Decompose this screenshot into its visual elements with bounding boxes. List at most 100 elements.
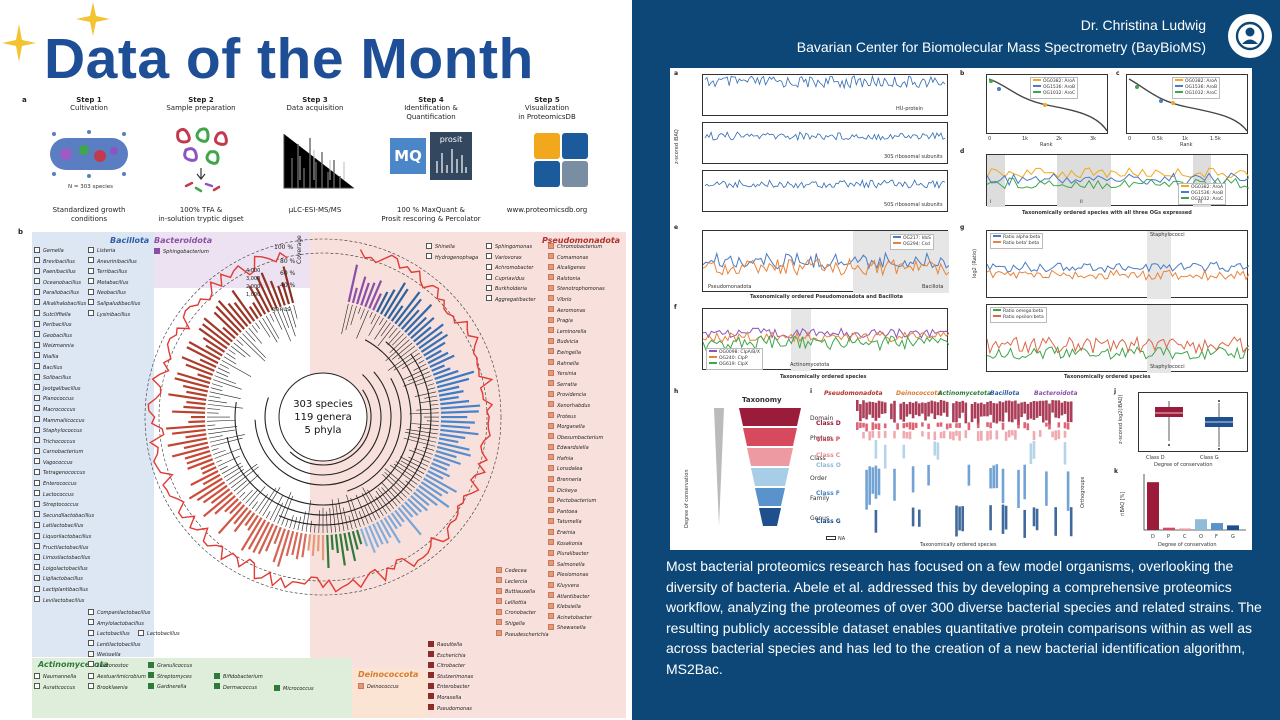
genus-list-pseudomonadota: Cedecea Leclercia Buttiauxella Lelliottia Cr… [496, 566, 549, 640]
taxonomy-level-label: Family [810, 495, 830, 502]
genus-item: Aeromonas [548, 306, 605, 317]
class-label: Class C [816, 452, 841, 459]
genus-item: Paenibacillus [34, 267, 94, 278]
track-label: 50S ribosomal subunits [884, 202, 943, 208]
step-footer: www.proteomicsdb.org [506, 206, 588, 214]
genus-item: Aestuariimicrobium [88, 672, 146, 683]
genus-item: Erwinia [548, 528, 605, 539]
axis-label: Degree of conservation [1158, 542, 1217, 548]
summary-paragraph: Most bacterial proteomics research has f… [666, 558, 1262, 677]
genus-list-bacillota: Gemella Brevibacillus Paenibacillus Oceanob… [34, 246, 94, 606]
genus-item: Mammaliicoccus [34, 416, 94, 427]
step-desc: Cultivation [70, 104, 108, 112]
region-label: Staphylococci [1150, 364, 1185, 370]
bar-D [1147, 482, 1159, 530]
genus-item: Comamonas [548, 253, 605, 264]
phylum-label: Actinomycetota [38, 660, 109, 669]
genus-item: Lactococcus [34, 490, 94, 501]
bar-P [1163, 527, 1175, 530]
taxonomy-title: Taxonomy [742, 396, 782, 404]
coverage-tick: 80 % [280, 258, 296, 265]
genus-item: Auraticoccus [34, 683, 76, 694]
genus-list-actinomycetota: Naumannella Auraticoccus [34, 672, 76, 693]
na-legend: NA [826, 536, 845, 542]
region-label: Actinomycetota [790, 362, 830, 368]
genus-item: Terribacillus [88, 267, 140, 278]
genus-item: Aneurinibacillus [88, 257, 140, 268]
protein-digest-icon [156, 124, 246, 198]
genus-item: Pseudescherichia [496, 630, 549, 641]
genus-item: Achromobacter [486, 263, 536, 274]
tick: 1.5k [1210, 136, 1221, 142]
maxquant-logo: MQ [390, 138, 426, 174]
genus-list-pseudomonadota: Sphingomonas Variovorax Achromobacter Cupri… [486, 242, 536, 306]
box-plot-j [1138, 392, 1248, 452]
genus-item: Neobacillus [88, 288, 140, 299]
genus-list-pseudomonadota: Chromobacterium Comamonas Alcaligenes Ralst… [548, 242, 605, 634]
panel-letter: c [1116, 70, 1120, 77]
axis-label: log2 (Ratio) [972, 248, 978, 278]
infographic-left: Data of the Month a Step 1 Cultivation N… [0, 0, 632, 720]
taxonomy-level [747, 448, 793, 466]
genus-item: Budvicia [548, 337, 605, 348]
genus-list-bacillota: Lactobacillus [138, 629, 180, 640]
legend: Ratio omega:beta Ratio epsilon:beta [990, 307, 1047, 323]
genus-item: Lysinibacillus [88, 310, 140, 321]
bar-O [1195, 519, 1207, 530]
genus-item: Niallia [34, 352, 94, 363]
genus-item: Streptococcus [34, 500, 94, 511]
panel-letter: e [674, 224, 679, 231]
tick: 0.5k [1152, 136, 1163, 142]
sparkle-icon [76, 2, 110, 36]
genus-item: Vibrio [548, 295, 605, 306]
step-visualization: Step 5 Visualization in ProteomicsDB www… [488, 96, 606, 214]
genus-item: Citrobacter [428, 661, 473, 672]
genus-list-pseudomonadota: Shinella Hydrogenophaga [426, 242, 478, 263]
genus-item: Staphylococcus [34, 426, 94, 437]
panel-letter: a [674, 70, 679, 77]
genus-item: Sphingobacterium [154, 247, 209, 258]
phylum-header: Bacillota [990, 390, 1020, 397]
genus-item: Escherichia [428, 651, 473, 662]
proteomicsdb-logo-icon [516, 132, 606, 206]
genus-item: Dickeya [548, 486, 605, 497]
taxonomy-level [739, 408, 801, 426]
axis-label: Degree of conservation [684, 469, 690, 528]
genus-item: Pragia [548, 316, 605, 327]
tick: 1k [1022, 136, 1029, 142]
genus-item: Macrococcus [34, 405, 94, 416]
step-name: Step 2 [188, 96, 214, 104]
region-mark: iii [1198, 199, 1203, 205]
phylum-header: Deinococcota [896, 390, 942, 397]
sparkle-icon [2, 24, 36, 62]
genus-item: Salmonella [548, 560, 605, 571]
genus-item: Leuconostoc [88, 661, 150, 672]
step-name: Step 1 [76, 96, 102, 104]
genus-list-deinococcota: Deinococcus [358, 682, 399, 693]
genus-item: Levilactobacillus [34, 596, 94, 607]
genus-item: Gardnerella [148, 682, 192, 693]
track-label: HU-protein [896, 106, 923, 112]
axis-label: riBAQ [%] [1120, 491, 1126, 516]
panel-letter: f [674, 304, 677, 311]
genus-item: Gemella [34, 246, 94, 257]
panel-letter: h [674, 388, 679, 395]
coverage-tick: 100 % [274, 244, 294, 251]
tick: Class D [1146, 455, 1165, 461]
genus-item: Enterococcus [34, 479, 94, 490]
genus-item: Cupriavidus [486, 274, 536, 285]
genus-item: Rahnella [548, 359, 605, 370]
genus-item: Oceanobacillus [34, 278, 94, 289]
genus-item: Obesumbacterium [548, 433, 605, 444]
genus-item: Buttiauxella [496, 587, 549, 598]
tick: 3k [1090, 136, 1097, 142]
genus-item: Shinella [426, 242, 478, 253]
region-label: Bacillota [922, 284, 944, 290]
legend: OG217: IdsS OG294: Csd [890, 234, 934, 250]
step-data-acquisition: Step 3 Data acquisition µLC-ESI-MS/MS [256, 96, 374, 214]
genus-item: Limosilactobacillus [34, 553, 94, 564]
axis-label: z-scored iBAQ [674, 129, 680, 164]
genus-item: Leminorella [548, 327, 605, 338]
genus-item: Latilactobacillus [34, 521, 94, 532]
